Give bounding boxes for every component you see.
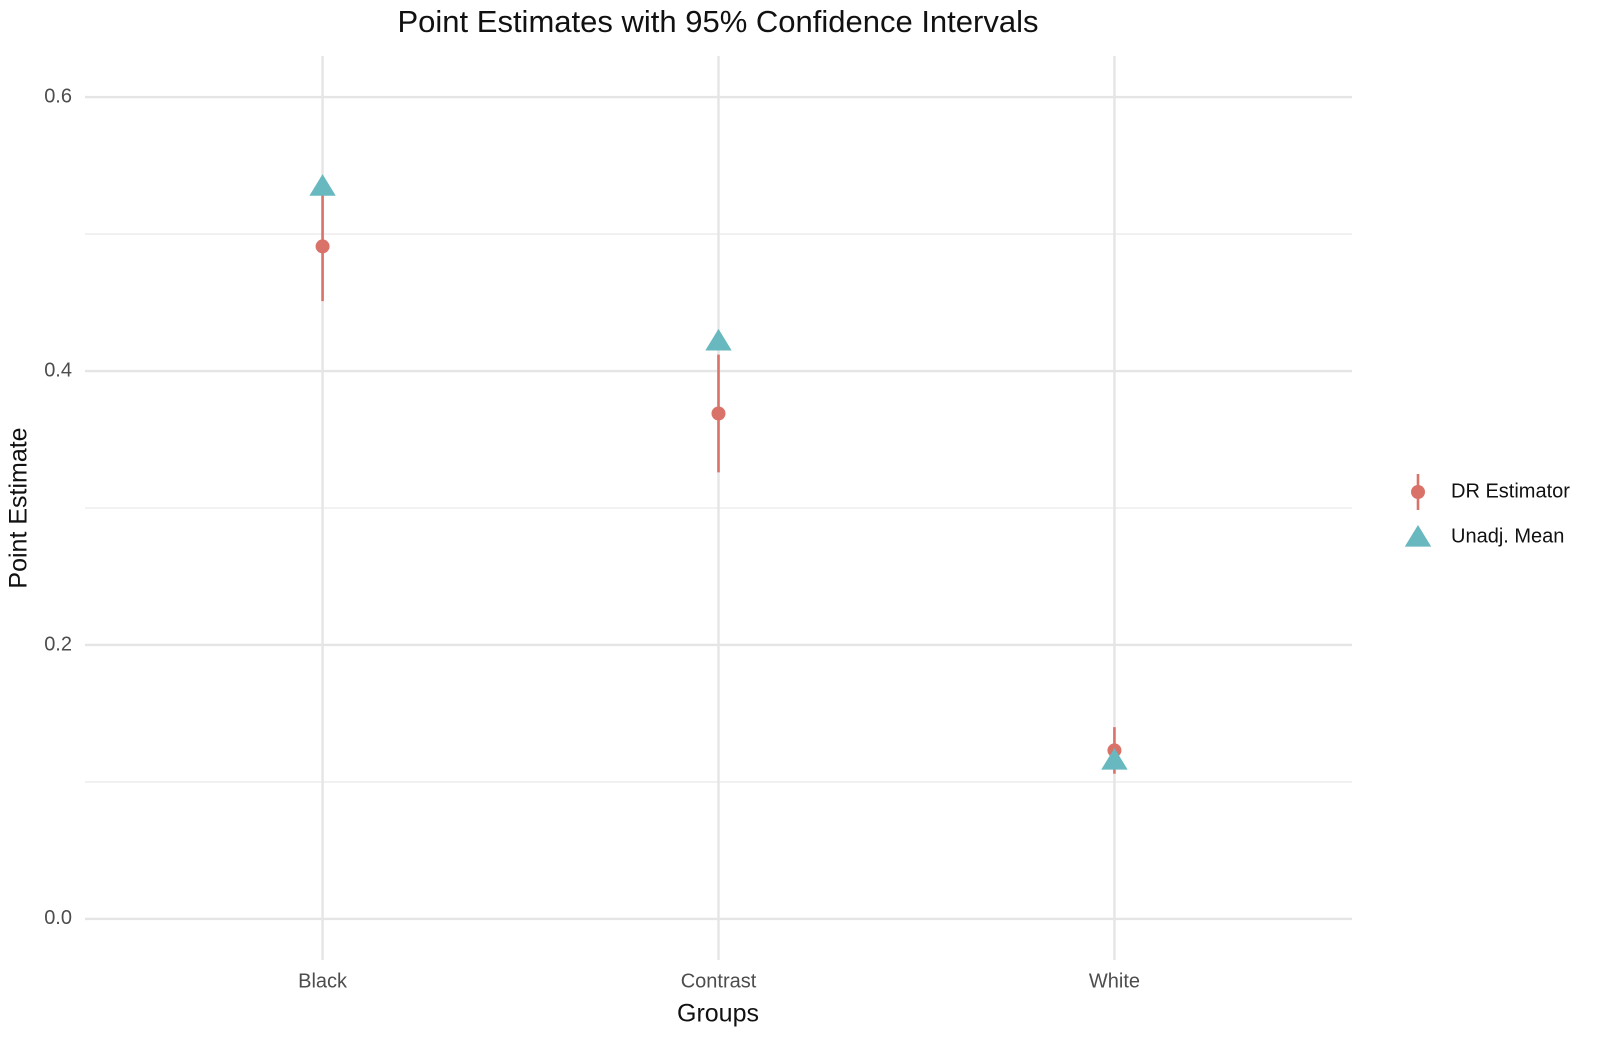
x-axis-title: Groups — [677, 1000, 759, 1028]
point-circle — [711, 406, 726, 421]
y-tick-label: 0.6 — [44, 85, 72, 107]
x-tick-label: Contrast — [681, 970, 757, 992]
x-tick-label: Black — [298, 970, 348, 992]
point-triangle — [1101, 748, 1128, 770]
y-tick-label: 0.0 — [44, 907, 72, 929]
legend-triangle — [1404, 525, 1432, 547]
point-triangle — [309, 174, 336, 196]
legend-label: DR Estimator — [1451, 480, 1570, 502]
y-tick-label: 0.4 — [44, 359, 72, 381]
y-tick-label: 0.2 — [44, 633, 72, 655]
legend-circle — [1411, 485, 1425, 499]
chart-title: Point Estimates with 95% Confidence Inte… — [398, 4, 1039, 39]
point-triangle — [705, 328, 732, 351]
point-circle — [315, 239, 330, 254]
x-tick-label: White — [1089, 970, 1140, 992]
legend-label: Unadj. Mean — [1451, 525, 1564, 547]
y-axis-title: Point Estimate — [5, 427, 33, 588]
